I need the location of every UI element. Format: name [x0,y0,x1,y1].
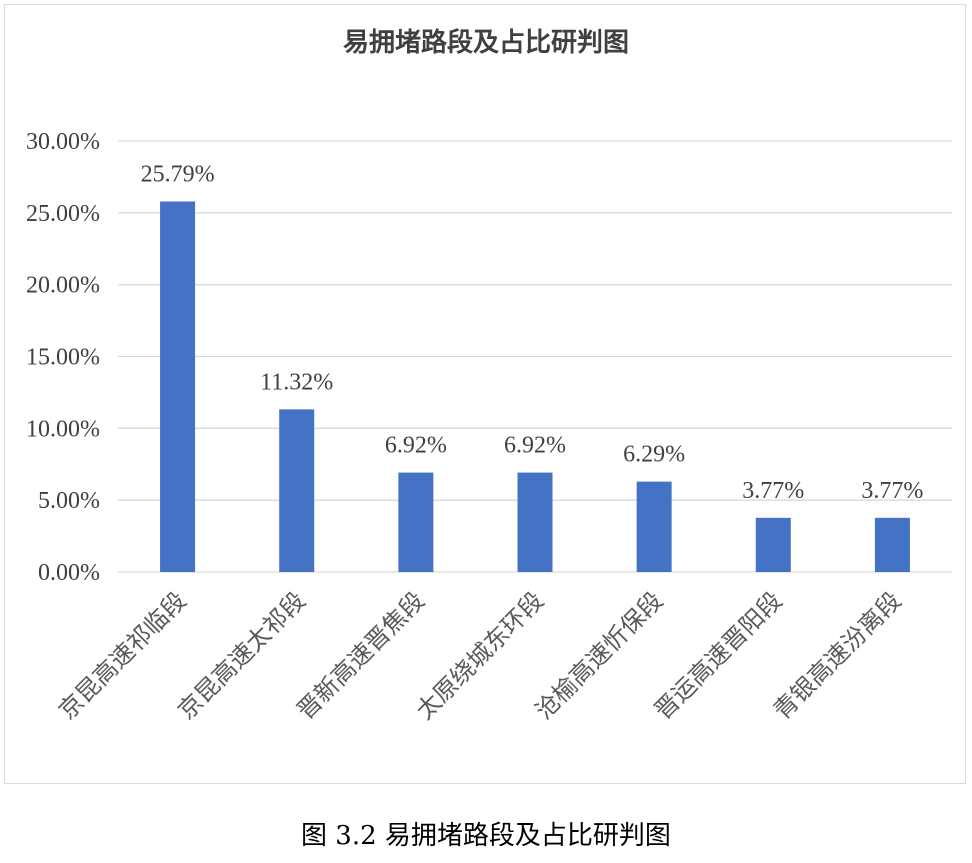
y-tick-label: 20.00% [26,273,100,299]
grid-lines [118,140,952,573]
category-label: 京昆高速祁临段 [53,586,192,725]
y-tick-label: 25.00% [26,201,100,227]
bar [636,481,672,572]
data-label: 6.29% [623,442,685,468]
bar [279,409,315,572]
y-tick-label: 30.00% [26,129,100,155]
category-label: 太原绕城东环段 [411,586,550,725]
data-label: 3.77% [742,478,804,504]
y-tick-label: 15.00% [26,345,100,371]
figure-caption: 图 3.2 易拥堵路段及占比研判图 [301,821,671,851]
data-label: 6.92% [385,433,447,459]
bars [160,201,910,572]
data-label: 25.79% [141,161,215,187]
y-tick-label: 10.00% [26,416,100,442]
bar [874,517,910,572]
data-label: 6.92% [504,433,566,459]
bar [398,472,434,572]
category-label: 晋运高速晋阳段 [649,586,788,725]
chart-title: 易拥堵路段及占比研判图 [342,28,629,58]
data-label: 11.32% [260,369,333,395]
category-labels: 京昆高速祁临段京昆高速太祁段晋新高速晋焦段太原绕城东环段沧榆高速忻保段晋运高速晋… [53,586,906,725]
category-label: 晋新高速晋焦段 [292,586,431,725]
category-label: 京昆高速太祁段 [172,586,311,725]
bar [517,472,553,572]
bar [160,201,196,572]
y-tick-label: 0.00% [38,560,100,586]
y-axis-ticks: 0.00% 5.00% 10.00% 15.00% 20.00% 25.00% 30.00% [26,129,100,586]
y-tick-label: 5.00% [38,488,100,514]
data-label: 3.77% [861,478,923,504]
bar-chart: 0.00% 5.00% 10.00% 15.00% 20.00% 25.00% 30.00%… [26,129,952,725]
bar [755,517,791,572]
category-label: 沧榆高速忻保段 [530,586,669,725]
data-labels: 25.79% 11.32% 6.92% 6.92% 6.29% 3.77% 3.77% [141,161,924,503]
category-label: 青银高速汾离段 [768,586,907,725]
